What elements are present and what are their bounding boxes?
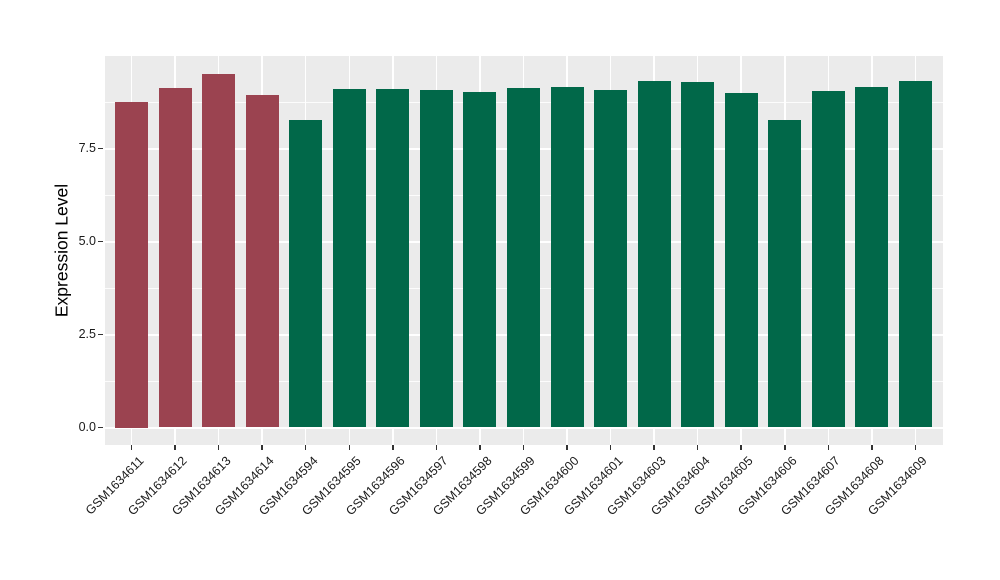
bar-GSM1634614 [245,94,279,428]
plot-panel [105,56,943,445]
bar-GSM1634603 [637,80,671,428]
x-tick-mark [784,445,786,450]
x-tick-mark [217,445,220,450]
bar-GSM1634594 [289,119,323,428]
bar-GSM1634611 [115,102,148,428]
bar-GSM1634612 [158,87,192,428]
bar-GSM1634608 [855,86,889,428]
x-tick-mark [479,445,481,450]
x-tick-mark [304,445,307,450]
x-tick-mark [871,445,873,450]
x-tick-mark [348,445,350,450]
y-tick-mark [98,333,103,336]
bar-GSM1634607 [811,90,845,428]
y-tick-label: 2.5 [78,327,96,341]
bar-GSM1634595 [332,88,366,428]
bar-GSM1634596 [376,88,410,428]
x-tick-mark [696,445,699,450]
x-tick-mark [914,445,917,450]
bar-GSM1634604 [681,81,715,428]
bar-GSM1634609 [898,80,932,428]
bar-GSM1634605 [724,93,758,428]
bar-GSM1634598 [463,91,497,428]
x-tick-mark [130,445,133,450]
x-tick-mark [522,445,525,450]
y-tick-mark [98,147,103,150]
bar-GSM1634600 [550,86,584,428]
y-tick-mark [98,240,103,243]
x-tick-mark [392,445,394,450]
bar-GSM1634613 [202,74,236,428]
y-tick-label: 5.0 [78,234,96,248]
x-tick-mark [609,445,612,450]
x-tick-mark [435,445,438,450]
x-tick-mark [827,445,830,450]
x-tick-mark [653,445,655,450]
bar-GSM1634599 [506,87,540,428]
y-tick-mark [98,426,103,429]
x-tick-mark [740,445,742,450]
x-tick-mark [261,445,263,450]
x-tick-mark [174,445,176,450]
y-tick-label: 0.0 [78,420,96,434]
x-tick-mark [566,445,568,450]
bar-GSM1634597 [419,90,453,428]
bar-GSM1634606 [768,119,802,428]
y-tick-label: 7.5 [78,141,96,155]
bar-GSM1634601 [594,89,628,428]
